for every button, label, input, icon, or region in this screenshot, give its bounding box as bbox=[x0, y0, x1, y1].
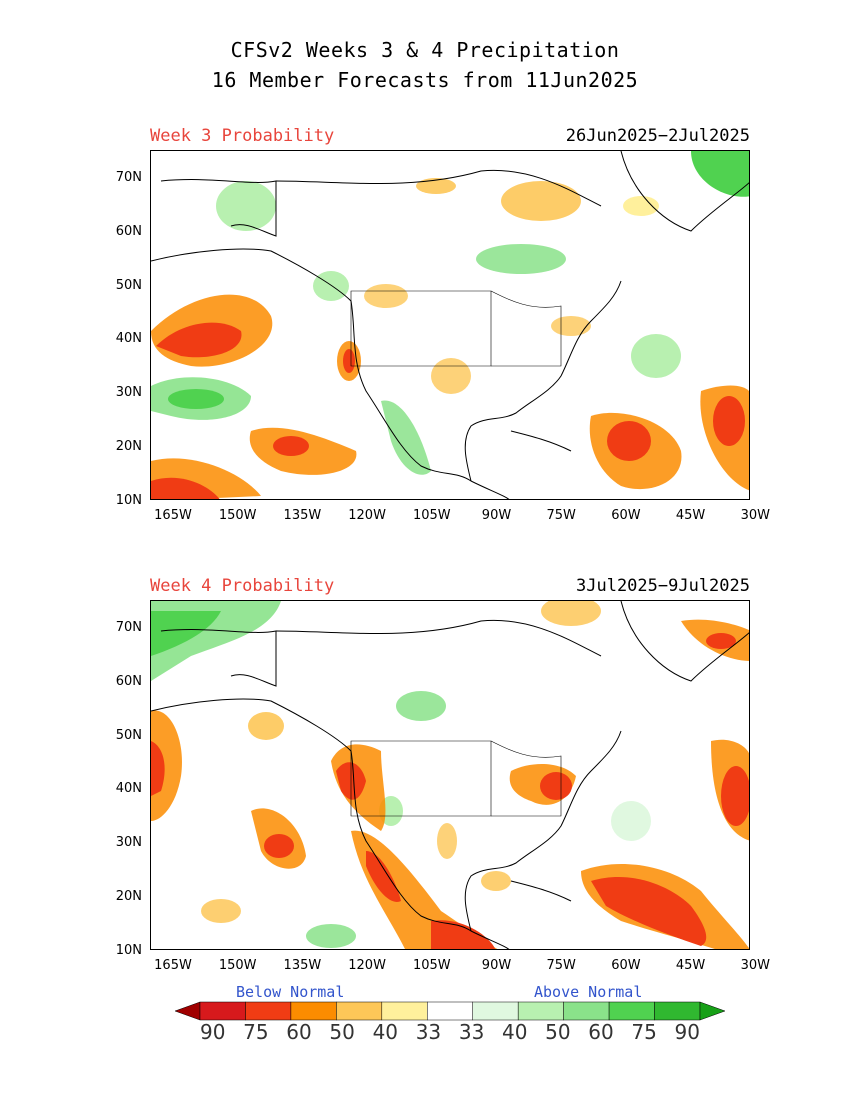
lat-tick: 10N bbox=[115, 492, 142, 508]
lat-tick: 30N bbox=[115, 835, 142, 851]
colorbar-swatch bbox=[290, 1001, 337, 1021]
colorbar-swatch bbox=[654, 1001, 701, 1021]
lon-tick: 60W bbox=[611, 958, 641, 973]
colorbar-swatch bbox=[517, 1001, 564, 1021]
legend-below-normal: Below Normal bbox=[236, 983, 345, 1001]
lat-tick: 60N bbox=[115, 673, 142, 689]
legend-values: 90 75 60 50 40 33 33 40 50 60 75 90 bbox=[200, 1020, 700, 1044]
legend-value: 90 bbox=[674, 1020, 700, 1044]
lon-tick: 105W bbox=[412, 958, 451, 973]
lon-tick: 120W bbox=[348, 958, 386, 973]
legend-value: 40 bbox=[372, 1020, 399, 1044]
legend-above-normal: Above Normal bbox=[534, 983, 643, 1001]
lon-tick: 45W bbox=[675, 958, 706, 973]
colorbar-swatch bbox=[199, 1001, 246, 1021]
lon-tick: 30W bbox=[740, 958, 770, 973]
colorbar-arrow-left bbox=[175, 1001, 201, 1021]
colorbar-swatch bbox=[336, 1001, 383, 1021]
legend-value: 60 bbox=[286, 1020, 312, 1044]
week4-label: Week 4 Probability bbox=[150, 576, 335, 596]
lat-tick: 30N bbox=[115, 385, 142, 401]
week3-map bbox=[150, 150, 750, 500]
week3-label: Week 3 Probability bbox=[150, 126, 335, 146]
lon-tick: 30W bbox=[740, 508, 770, 523]
legend-value: 75 bbox=[631, 1020, 657, 1044]
lon-tick: 165W bbox=[154, 508, 192, 523]
lon-tick: 135W bbox=[283, 508, 322, 523]
lat-tick: 50N bbox=[115, 277, 142, 293]
legend-colorbar bbox=[175, 1001, 725, 1021]
lat-tick: 70N bbox=[115, 620, 142, 635]
lon-tick: 150W bbox=[218, 508, 257, 523]
lon-tick: 90W bbox=[481, 958, 512, 973]
colorbar-swatch bbox=[427, 1001, 473, 1021]
lon-tick: 120W bbox=[348, 508, 386, 523]
week4-dates: 3Jul2025−9Jul2025 bbox=[576, 576, 750, 596]
lon-tick: 60W bbox=[611, 508, 641, 523]
colorbar-arrow-right bbox=[699, 1001, 725, 1021]
colorbar-swatch bbox=[472, 1001, 519, 1021]
lon-tick: 135W bbox=[283, 958, 322, 973]
week4-map bbox=[150, 600, 750, 950]
legend-value: 33 bbox=[458, 1020, 485, 1044]
week3-dates: 26Jun2025−2Jul2025 bbox=[565, 126, 750, 146]
lat-tick: 70N bbox=[115, 170, 142, 185]
legend-value: 75 bbox=[243, 1020, 269, 1044]
legend-value: 50 bbox=[545, 1020, 571, 1044]
lon-tick: 165W bbox=[154, 958, 192, 973]
lon-tick: 75W bbox=[546, 508, 576, 523]
legend-value: 50 bbox=[329, 1020, 355, 1044]
legend-value: 90 bbox=[200, 1020, 226, 1044]
lat-tick: 40N bbox=[115, 781, 142, 797]
lat-tick: 50N bbox=[115, 727, 142, 743]
colorbar-swatch bbox=[563, 1001, 610, 1021]
colorbar-swatch bbox=[608, 1001, 655, 1021]
colorbar-swatch bbox=[381, 1001, 428, 1021]
lat-tick: 60N bbox=[115, 223, 142, 239]
lat-tick: 20N bbox=[115, 889, 142, 904]
lon-tick: 90W bbox=[481, 508, 512, 523]
legend-value: 33 bbox=[415, 1020, 442, 1044]
chart-title-line2: 16 Member Forecasts from 11Jun2025 bbox=[211, 68, 639, 92]
lon-tick: 105W bbox=[412, 508, 451, 523]
lat-tick: 20N bbox=[115, 439, 142, 454]
lat-tick: 10N bbox=[115, 942, 142, 958]
legend-value: 60 bbox=[588, 1020, 614, 1044]
lon-tick: 75W bbox=[546, 958, 576, 973]
legend-value: 40 bbox=[501, 1020, 528, 1044]
chart-title-line1: CFSv2 Weeks 3 & 4 Precipitation bbox=[230, 38, 620, 62]
lat-tick: 40N bbox=[115, 331, 142, 347]
colorbar-swatch bbox=[245, 1001, 292, 1021]
lon-tick: 150W bbox=[218, 958, 257, 973]
lon-tick: 45W bbox=[675, 508, 706, 523]
